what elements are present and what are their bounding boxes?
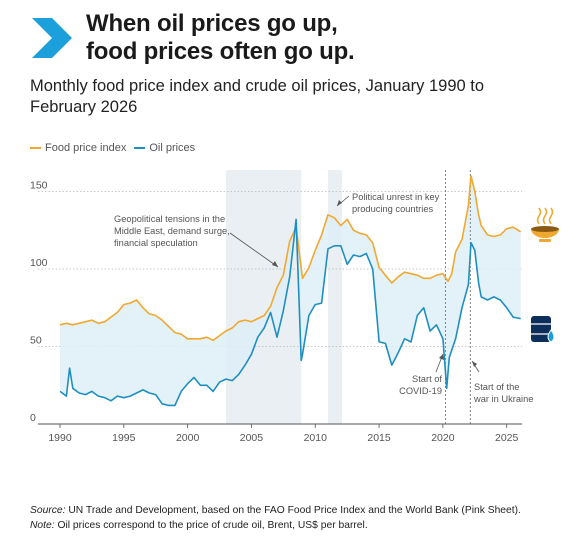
note-label: Note:: [30, 520, 55, 531]
title-line-1: When oil prices go up,: [86, 10, 338, 37]
bowl-base: [539, 239, 551, 242]
annotation-arrowhead-ukraine: [472, 361, 477, 367]
x-tick-label-2015: 2015: [367, 432, 391, 444]
source-text: UN Trade and Development, based on the F…: [65, 505, 521, 516]
y-tick-label-50: 50: [30, 335, 42, 347]
oil-drop: [547, 329, 555, 343]
gap-area: [60, 176, 521, 406]
legend-label-food: Food price index: [45, 142, 127, 154]
line-chart: 0 50 100 150 1990 1995 2000 2005 2010 2015 2020 202…: [30, 170, 559, 444]
series-line-food: [59, 175, 522, 342]
annotation-political-unrest: Political unrest in key producing countri…: [352, 192, 440, 214]
note-text: Oil prices correspond to the price of cr…: [54, 520, 368, 531]
steam-line-2: [542, 207, 548, 225]
chart-legend: Food price index Oil prices: [30, 142, 203, 154]
page-title: When oil prices go up, food prices often…: [86, 10, 355, 66]
x-tick-label-1990: 1990: [48, 432, 72, 444]
title-line-2: food prices often go up.: [86, 38, 355, 65]
annotation-arrowhead-geopolitical: [272, 261, 278, 267]
steam-line-3: [548, 207, 554, 225]
annotation-arrowhead-covid: [439, 354, 444, 360]
shaded-period-1: [328, 170, 343, 424]
source-line: Source: UN Trade and Development, based …: [30, 503, 521, 518]
legend-label-oil: Oil prices: [149, 142, 196, 154]
chart-subtitle: Monthly food price index and crude oil p…: [30, 77, 485, 116]
annotation-arrowhead-political: [337, 200, 342, 206]
x-tick-label-2000: 2000: [176, 432, 200, 444]
steam-line-1: [536, 207, 542, 225]
x-tick-label-2025: 2025: [495, 432, 519, 444]
legend-swatch-oil: [134, 147, 146, 149]
annotation-covid: Start of COVID-19: [399, 374, 442, 396]
y-tick-label-0: 0: [30, 412, 36, 424]
chevron-right-icon: [32, 18, 72, 58]
x-tick-label-2010: 2010: [304, 432, 328, 444]
x-tick-label-2020: 2020: [431, 432, 455, 444]
chart-footer: Source: UN Trade and Development, based …: [30, 503, 521, 533]
legend-swatch-food: [30, 147, 41, 149]
shaded-period-0: [225, 170, 302, 424]
bowl-rim: [531, 226, 559, 232]
legend-item-food: Food price index: [30, 142, 126, 154]
annotation-pointer-geopolitical: [229, 232, 279, 268]
annotation-geopolitical-tensions: Geopolitical tensions in the Middle East,…: [114, 214, 230, 248]
y-tick-label-150: 150: [30, 180, 48, 192]
x-tick-label-2005: 2005: [240, 432, 264, 444]
series-line-oil: [59, 218, 521, 407]
source-label: Source:: [30, 505, 66, 516]
x-tick-label-1995: 1995: [112, 432, 136, 444]
food-bowl-icon: [531, 207, 559, 242]
oil-barrel-icon: [531, 316, 555, 343]
barrel-body: [531, 316, 551, 342]
annotation-ukraine: Start of the war in Ukraine: [473, 382, 533, 404]
legend-item-oil: Oil prices: [134, 142, 195, 154]
note-line: Note: Oil prices correspond to the price…: [30, 518, 521, 533]
y-tick-label-100: 100: [30, 257, 48, 269]
